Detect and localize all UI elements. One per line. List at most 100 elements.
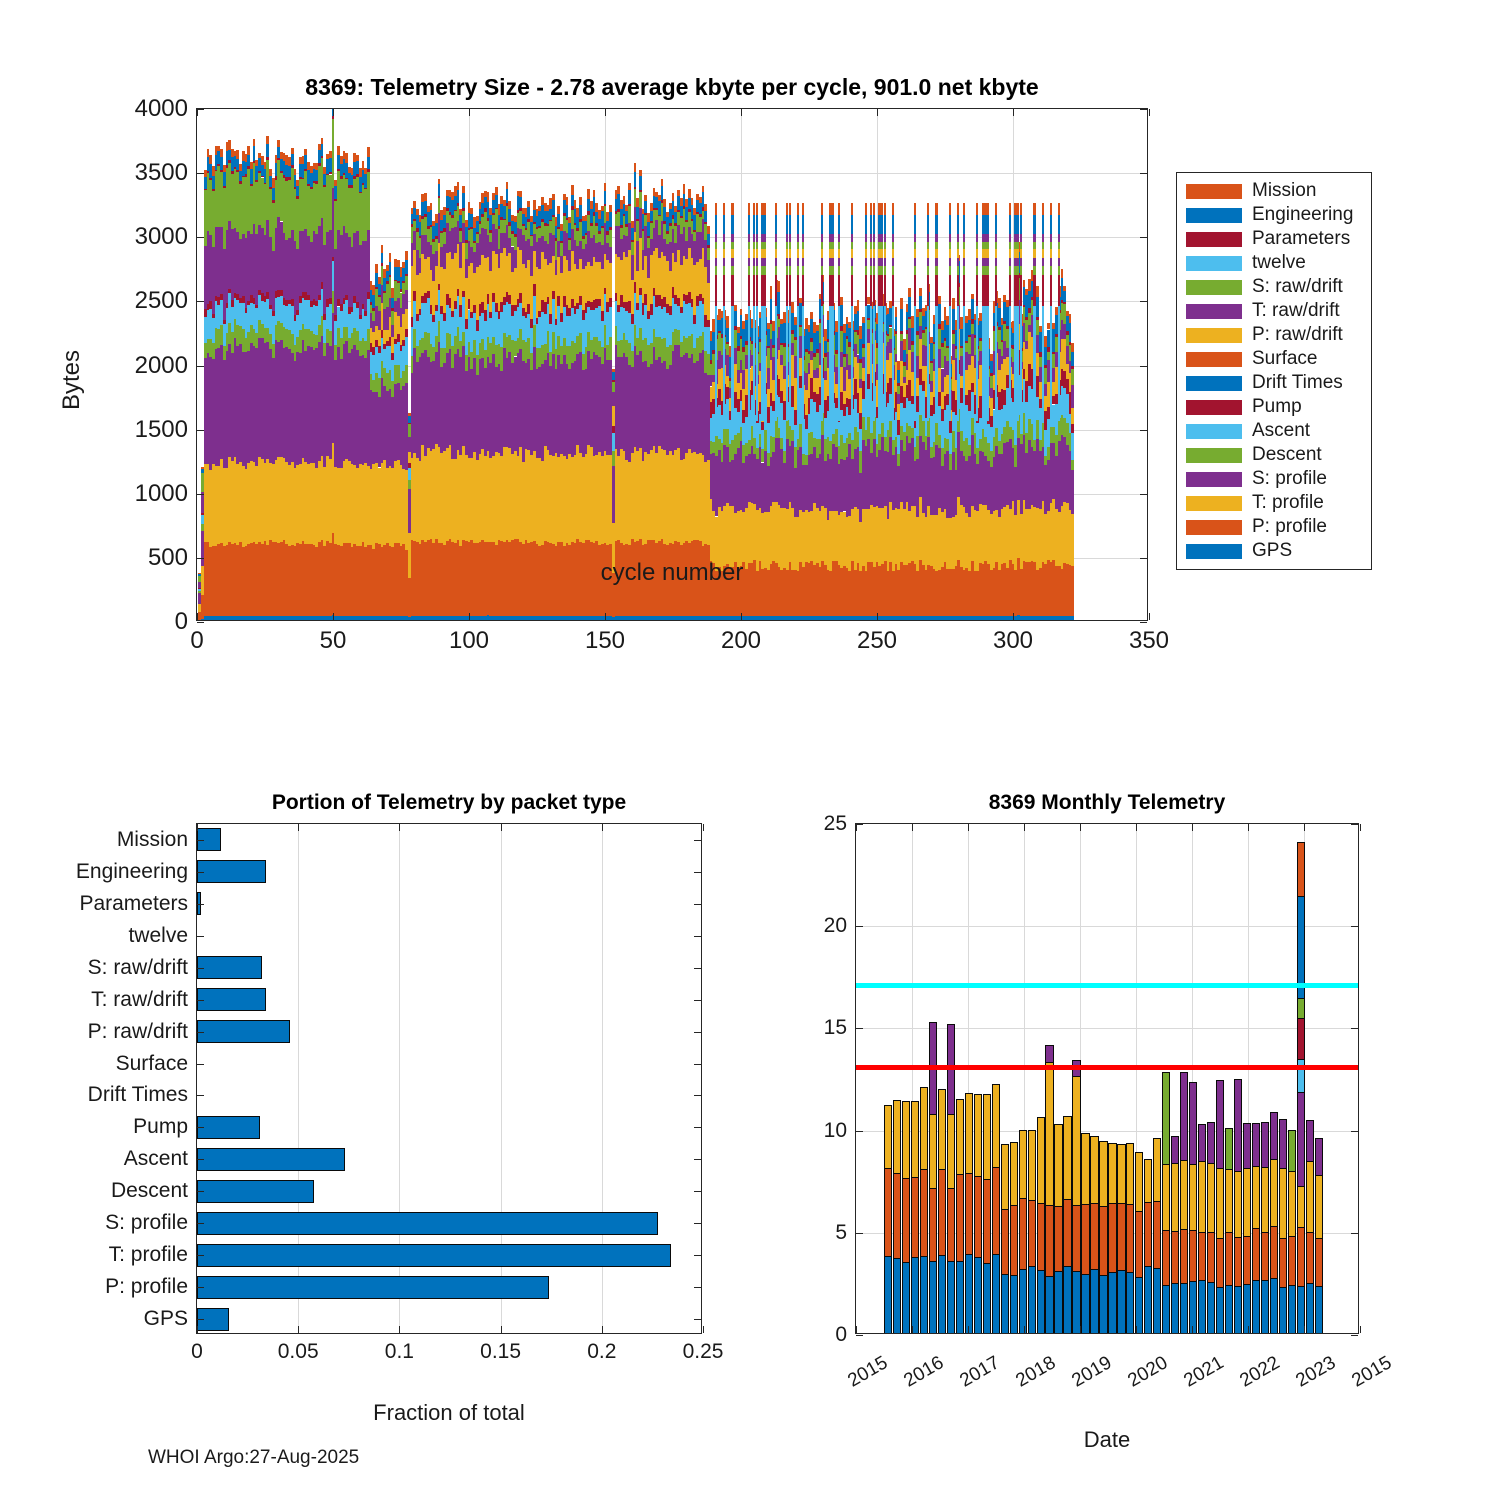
main-bar-segment — [260, 615, 264, 620]
main-bar-segment — [328, 174, 332, 230]
main-bar-segment — [209, 178, 212, 180]
main-bar-segment — [987, 203, 990, 215]
main-bar-segment — [364, 168, 367, 175]
main-bar-segment — [353, 175, 357, 179]
main-bar-segment — [260, 175, 264, 178]
main-bar-segment — [448, 538, 452, 616]
main-bar-segment — [747, 258, 750, 267]
legend-label: Pump — [1252, 396, 1302, 417]
main-bar-segment — [462, 290, 465, 298]
main-bar-segment — [478, 224, 482, 234]
main-bar-segment — [467, 202, 471, 213]
main-bar-segment — [334, 199, 338, 202]
main-bar-segment — [486, 304, 490, 338]
main-bar — [328, 151, 332, 620]
legend-item[interactable]: Descent — [1177, 443, 1371, 467]
main-bar-segment — [260, 177, 264, 228]
main-bar-segment — [957, 275, 960, 306]
main-bar-segment — [391, 324, 395, 338]
legend-item[interactable]: T: profile — [1177, 491, 1371, 515]
main-bar-segment — [402, 268, 406, 282]
main-bar-segment — [364, 316, 367, 341]
main-bar-segment — [350, 247, 354, 307]
legend-item[interactable]: GPS — [1177, 539, 1371, 563]
main-bar-segment — [217, 304, 221, 329]
main-bar-segment — [405, 309, 408, 329]
main-bar-segment — [345, 233, 348, 295]
legend-item[interactable]: P: raw/drift — [1177, 323, 1371, 347]
main-bar-segment — [375, 615, 378, 620]
main-bar-segment — [383, 368, 387, 386]
legend-item[interactable]: Parameters — [1177, 227, 1371, 251]
main-bar-segment — [260, 301, 264, 325]
legend-item[interactable]: Engineering — [1177, 203, 1371, 227]
main-bar-segment — [345, 327, 348, 342]
main-bar-segment — [481, 339, 484, 359]
legend-item[interactable]: Ascent — [1177, 419, 1371, 443]
main-bar-segment — [500, 220, 503, 233]
legend-item[interactable]: S: profile — [1177, 467, 1371, 491]
legend-item[interactable]: Pump — [1177, 395, 1371, 419]
main-bar-segment — [900, 330, 903, 334]
main-bar-segment — [995, 266, 998, 276]
main-bar-segment — [418, 222, 422, 237]
main-bar-segment — [211, 463, 215, 547]
main-bar-segment — [285, 329, 289, 347]
main-bar-segment — [320, 289, 324, 317]
main-bar-segment — [505, 292, 509, 303]
legend-item[interactable]: twelve — [1177, 251, 1371, 275]
main-bar — [432, 220, 435, 620]
main-bar-segment — [209, 179, 212, 235]
main-bar-segment — [731, 241, 734, 250]
main-bar-segment — [494, 195, 498, 208]
main-bar-segment — [312, 163, 316, 170]
main-bar-segment — [299, 330, 302, 353]
main-bar-segment — [206, 310, 210, 339]
main-bar-segment — [391, 287, 395, 298]
main-bar-segment — [271, 358, 275, 464]
legend-item[interactable]: Mission — [1177, 179, 1371, 203]
main-bar-segment — [361, 169, 365, 184]
main-bar-segment — [418, 339, 422, 358]
main-bar-segment — [1041, 233, 1044, 242]
main-bar-segment — [375, 373, 378, 392]
main-bar-segment — [266, 615, 270, 620]
main-bar — [391, 287, 395, 620]
main-bar-segment — [396, 283, 400, 298]
main-bar-segment — [274, 228, 278, 291]
main-bar-segment — [353, 615, 357, 620]
legend-item[interactable]: P: profile — [1177, 515, 1371, 539]
main-bar-segment — [565, 196, 569, 205]
main-bar-segment — [383, 277, 387, 291]
main-bar-segment — [891, 233, 895, 242]
main-bar-segment — [241, 296, 245, 303]
main-bar-segment — [217, 543, 221, 616]
main-bar-segment — [723, 233, 726, 242]
main-bar-segment — [358, 192, 362, 194]
main-bar-segment — [872, 258, 876, 267]
main-bar-segment — [445, 210, 449, 223]
main-bar-segment — [443, 268, 446, 314]
main-bar-segment — [454, 354, 457, 460]
main-bar — [367, 147, 370, 620]
main-bar — [203, 170, 207, 620]
main-bar-segment — [579, 197, 582, 205]
main-bar-segment — [252, 162, 256, 225]
main-bar-segment — [407, 468, 411, 481]
legend-item[interactable]: Surface — [1177, 347, 1371, 371]
legend-item[interactable]: Drift Times — [1177, 371, 1371, 395]
main-bar-segment — [421, 615, 425, 620]
main-bar-segment — [244, 352, 248, 469]
main-bar-segment — [383, 544, 387, 616]
main-bar-segment — [364, 189, 367, 242]
main-bar — [277, 140, 280, 620]
main-bar-segment — [489, 317, 493, 344]
main-bar-segment — [285, 165, 289, 178]
main-bar-segment — [478, 359, 482, 455]
main-bar-segment — [464, 455, 468, 542]
main-bar-segment — [435, 539, 438, 616]
main-bar-segment — [337, 306, 340, 329]
legend-item[interactable]: T: raw/drift — [1177, 299, 1371, 323]
legend-item[interactable]: S: raw/drift — [1177, 275, 1371, 299]
main-bar-segment — [220, 226, 223, 294]
